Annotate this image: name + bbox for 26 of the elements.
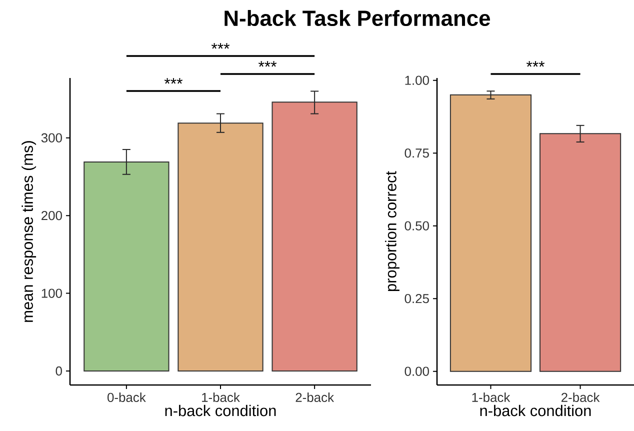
bar: [84, 161, 170, 372]
text: ***: [526, 61, 545, 67]
y-tick-label: 0.50: [404, 221, 429, 230]
y-axis-title: mean response times (ms): [22, 141, 36, 322]
bar: [272, 102, 358, 372]
bar: [178, 122, 264, 372]
text: ***: [211, 43, 230, 49]
y-tick-label: 0.25: [404, 294, 429, 304]
x-tick-label: 1-back: [202, 392, 240, 402]
y-tick-label: 0: [56, 366, 62, 376]
y-tick-label: 200: [42, 210, 62, 220]
x-tick-label: 1-back: [472, 392, 510, 402]
x-tick-label: 0-back: [108, 392, 146, 402]
annotation: ***: [164, 78, 183, 84]
text: ***: [258, 61, 277, 67]
x-axis-title: n-back condition: [165, 404, 276, 416]
x-tick-label: 2-back: [296, 392, 334, 402]
y-tick-label: 0.75: [404, 148, 429, 158]
chart-title: N-back Task Performance: [224, 10, 490, 26]
y-tick-label: 300: [41, 133, 62, 142]
x-tick-label: 2-back: [562, 392, 600, 402]
y-tick-label: 1.00: [405, 76, 429, 85]
y-tick-label: 0.00: [404, 366, 429, 376]
y-axis-title: proportion correct: [385, 171, 400, 292]
x-axis-title: n-back condition: [480, 404, 591, 416]
y-tick-label: 100: [42, 288, 62, 298]
